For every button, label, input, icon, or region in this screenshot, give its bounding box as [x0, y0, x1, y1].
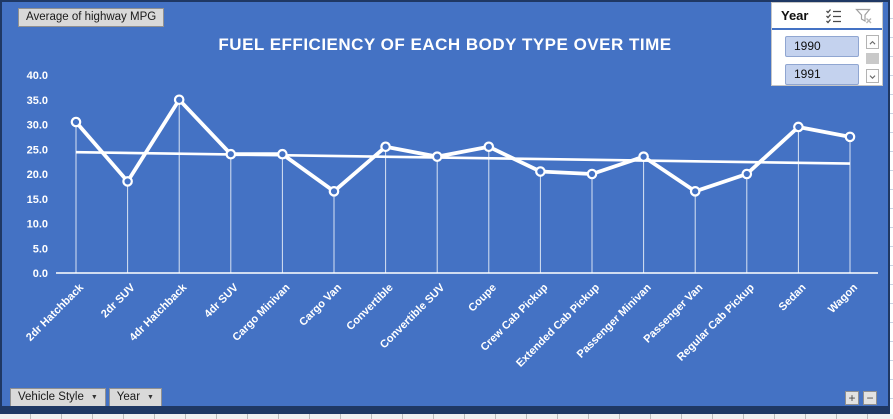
value-field-button[interactable]: Average of highway MPG — [18, 8, 165, 27]
y-axis-tick-label: 10.0 — [27, 219, 48, 231]
series-line[interactable] — [74, 97, 852, 194]
y-axis-tick-label: 15.0 — [27, 194, 48, 206]
trendline[interactable] — [75, 150, 851, 165]
chevron-up-icon — [869, 41, 876, 45]
data-point-marker[interactable] — [689, 186, 701, 197]
data-point-marker[interactable] — [535, 166, 546, 177]
vehicle-style-field-button[interactable]: Vehicle Style ▼ — [10, 388, 106, 406]
y-axis-tick-label: 0.0 — [33, 268, 48, 280]
data-point-marker[interactable] — [483, 141, 495, 153]
data-point-marker[interactable] — [380, 141, 391, 153]
category-axis-label: 4dr SUV — [202, 281, 241, 320]
data-point-marker[interactable] — [225, 148, 237, 160]
data-point-marker[interactable] — [638, 151, 649, 162]
collapse-field-button[interactable]: − — [863, 391, 877, 405]
worksheet-right-sliver — [890, 0, 893, 419]
category-axis-label: Sedan — [777, 281, 809, 313]
slicer-scroll-down-button[interactable] — [866, 69, 879, 83]
chevron-down-icon — [869, 75, 876, 80]
category-axis-label: Wagon — [826, 281, 860, 315]
category-axis-label: Cargo Van — [297, 281, 344, 328]
y-axis-tick-label: 20.0 — [27, 169, 48, 181]
axis-field-buttons: Vehicle Style ▼ Year ▼ — [10, 388, 162, 406]
data-point-marker[interactable] — [844, 131, 856, 143]
slicer-item-1990[interactable]: 1990 — [785, 36, 859, 57]
y-axis-tick-label: 30.0 — [27, 120, 48, 132]
data-point-marker[interactable] — [122, 176, 133, 187]
data-point-marker[interactable] — [70, 116, 82, 128]
y-axis-tick-label: 40.0 — [27, 70, 48, 82]
dropdown-arrow-icon: ▼ — [90, 394, 98, 401]
dropdown-arrow-icon: ▼ — [147, 394, 154, 401]
data-point-marker[interactable] — [328, 186, 340, 197]
chart-title[interactable]: FUEL EFFICIENCY OF EACH BODY TYPE OVER T… — [218, 35, 672, 54]
expand-field-button[interactable]: + — [845, 391, 859, 405]
slicer-item-1991[interactable]: 1991 — [785, 64, 859, 85]
data-point-marker[interactable] — [793, 121, 804, 133]
data-point-marker[interactable] — [741, 168, 753, 180]
slicer-scroll-up-button[interactable] — [866, 35, 879, 49]
year-field-label: Year — [116, 391, 141, 403]
slicer-header: Year — [772, 3, 882, 30]
category-axis-label: 2dr SUV — [99, 281, 138, 320]
chart-area[interactable]: Average of highway MPG FUEL EFFICIENCY O… — [2, 2, 888, 406]
category-axis-label: Coupe — [466, 282, 499, 315]
vehicle-style-field-label: Vehicle Style — [18, 391, 84, 403]
slicer-title: Year — [781, 8, 809, 23]
category-axis-label: Extended Cab Pickup — [514, 281, 602, 369]
slicer-scrollbar-thumb[interactable] — [866, 53, 879, 64]
worksheet-bottom-sliver — [0, 414, 893, 419]
clear-filter-icon[interactable] — [855, 7, 873, 25]
category-axis-label: Convertible — [344, 282, 395, 333]
y-axis-tick-label: 5.0 — [33, 243, 48, 255]
data-point-marker[interactable] — [277, 148, 288, 160]
data-point-marker[interactable] — [431, 151, 443, 162]
category-axis-label: 2dr Hatchback — [24, 281, 87, 344]
y-axis-tick-label: 25.0 — [27, 144, 48, 156]
year-field-button[interactable]: Year ▼ — [108, 388, 162, 406]
year-slicer[interactable]: Year 1990 1991 — [771, 2, 883, 86]
data-point-marker[interactable] — [173, 94, 185, 106]
y-axis-tick-label: 35.0 — [27, 95, 48, 107]
multi-select-icon[interactable] — [825, 7, 843, 25]
data-point-marker[interactable] — [586, 168, 598, 180]
